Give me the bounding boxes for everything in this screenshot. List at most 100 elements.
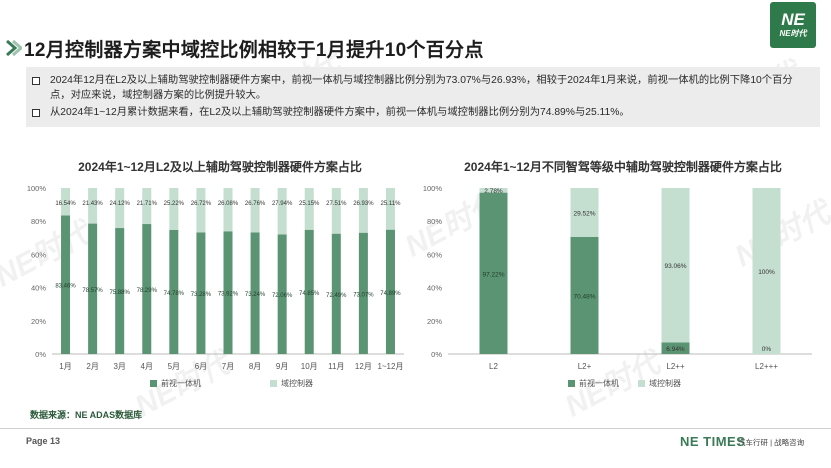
bar-segment-domain-controller (661, 188, 690, 343)
bar-segment-front-camera (169, 229, 179, 354)
page-title: 12月控制器方案中域控比例相较于1月提升10个百分点 (24, 40, 484, 61)
footer-divider (0, 428, 831, 429)
data-label: 93.06% (664, 263, 686, 270)
legend-label: 前视一体机 (579, 378, 619, 388)
y-tick-label: 100% (27, 184, 47, 193)
y-tick-label: 60% (31, 250, 46, 259)
x-tick-label: 2月 (86, 362, 98, 371)
y-tick-label: 40% (31, 284, 46, 293)
legend-label: 域控制器 (281, 378, 313, 388)
bar-segment-domain-controller (115, 188, 125, 229)
bar-segment-domain-controller (169, 188, 179, 230)
bar-segment-domain-controller (196, 188, 206, 233)
data-label: 72.06% (272, 293, 293, 299)
data-label: 78.29% (137, 288, 158, 294)
legend-swatch-domain-controller (270, 380, 277, 387)
data-label: 74.85% (299, 291, 320, 297)
bar-segment-domain-controller (88, 188, 98, 224)
bar-segment-front-camera (570, 237, 599, 354)
top-accent-bar (0, 0, 831, 4)
x-tick-label: 6月 (195, 362, 207, 371)
chart-title-left: 2024年1~12月L2及以上辅助驾驶控制器硬件方案占比 (78, 160, 362, 174)
bar-segment-front-camera (142, 224, 152, 354)
y-tick-label: 100% (423, 184, 443, 193)
summary-bullet: 从2024年1~12月累计数据来看，在L2及以上辅助驾驶控制器硬件方案中，前视一… (32, 105, 797, 120)
x-tick-label: 7月 (222, 362, 234, 371)
y-tick-label: 80% (31, 217, 46, 226)
data-label: 25.11% (381, 201, 402, 207)
bar-segment-front-camera (223, 231, 233, 354)
data-label: 26.93% (353, 201, 374, 207)
footer-brand-subtitle: 汽车行研 | 战略咨询 (738, 438, 805, 447)
bar-segment-front-camera (304, 229, 314, 354)
data-label: 97.22% (482, 271, 504, 278)
x-tick-label: 11月 (328, 362, 344, 371)
data-label: 2.78% (484, 188, 503, 195)
bar-segment-domain-controller (570, 188, 599, 238)
data-source: 数据来源：NE ADAS数据库 (30, 410, 143, 420)
x-tick-label: 1~12月 (377, 362, 403, 371)
bar-segment-front-camera (196, 232, 206, 354)
bar-segment-domain-controller (250, 188, 260, 233)
y-tick-label: 80% (427, 217, 442, 226)
data-label: 27.94% (272, 201, 293, 207)
legend-swatch-front-camera (150, 380, 157, 387)
x-tick-label: 10月 (301, 362, 318, 371)
bar-segment-front-camera (331, 233, 341, 354)
data-label: 16.54% (55, 201, 76, 207)
data-label: 73.92% (218, 292, 239, 298)
legend-swatch-front-camera (568, 380, 575, 387)
x-tick-label: 12月 (355, 362, 372, 371)
chart-title-right: 2024年1~12月不同智驾等级中辅助驾驶控制器硬件方案占比 (464, 160, 782, 174)
bar-segment-domain-controller (61, 188, 71, 216)
bar-segment-front-camera (250, 232, 260, 354)
y-tick-label: 0% (431, 350, 442, 359)
page-number: Page 13 (26, 436, 61, 446)
data-label: 83.46% (55, 284, 76, 290)
x-tick-label: L2 (489, 362, 498, 371)
logo-text: NE时代 (779, 29, 807, 38)
logo-mark: NE (781, 10, 805, 29)
bar-segment-front-camera (277, 234, 287, 354)
data-label: 70.48% (573, 294, 595, 301)
monthly-stacked-bar-chart: 0% 20% 40% 60% 80% 100% 83.46% 16.54% 1月 78.57% 21… (27, 184, 404, 388)
data-label: 74.78% (164, 291, 185, 297)
x-tick-label: 5月 (168, 362, 180, 371)
summary-box (26, 67, 820, 127)
footer-brand: NE TIMES (680, 434, 746, 449)
bar-segment-front-camera (479, 192, 508, 354)
bar-segment-domain-controller (223, 188, 233, 232)
data-label: 0% (762, 346, 772, 353)
data-label: 25.15% (299, 201, 320, 207)
checkbox-bullet-icon (32, 109, 40, 117)
data-label: 78.57% (82, 288, 103, 294)
bar-segment-front-camera (358, 232, 368, 354)
ne-times-logo: NE NE时代 (770, 2, 816, 48)
data-label: 26.08% (218, 201, 239, 207)
data-label: 21.43% (82, 201, 103, 207)
bar-segment-domain-controller (304, 188, 314, 230)
y-tick-label: 20% (31, 317, 46, 326)
checkbox-bullet-icon (32, 77, 40, 85)
y-tick-label: 60% (427, 250, 442, 259)
data-label: 74.89% (380, 291, 401, 297)
data-label: 73.28% (191, 292, 212, 298)
data-label: 72.49% (326, 293, 347, 299)
chevron-right-icon (6, 39, 22, 57)
level-stacked-bar-chart: 0% 20% 40% 60% 80% 100% 97.22% 2.78% L2 70.48% 29.… (423, 184, 812, 388)
data-label: 6.94% (666, 346, 685, 353)
bar-segment-front-camera (115, 228, 125, 354)
bar-segment-domain-controller (142, 188, 152, 225)
bar-segment-domain-controller (358, 188, 368, 233)
y-tick-label: 20% (427, 317, 442, 326)
summary-text: 从2024年1~12月累计数据来看，在L2及以上辅助驾驶控制器硬件方案中，前视一… (50, 107, 630, 118)
bar-segment-domain-controller (331, 188, 341, 234)
data-label: 29.52% (573, 211, 595, 218)
data-label: 26.72% (191, 201, 212, 207)
y-tick-label: 40% (427, 284, 442, 293)
data-label: 26.76% (245, 201, 266, 207)
data-label: 25.22% (164, 201, 185, 207)
data-label: 75.88% (110, 290, 131, 296)
bar-segment-domain-controller (385, 188, 395, 230)
data-label: 27.51% (326, 201, 347, 207)
